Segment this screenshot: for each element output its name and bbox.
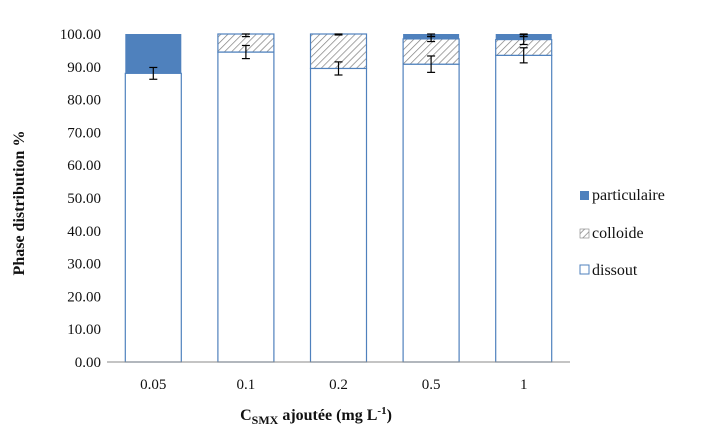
y-axis-ticks: 0.00 10.00 20.00 30.00 40.00 50.00 60.00 70.00 8… [60,27,101,371]
legend-label-colloide: colloide [592,225,644,242]
y-tick-label: 10.00 [67,322,101,338]
legend-label-particulaire: particulaire [592,187,665,204]
legend-swatch-colloide [579,228,590,239]
legend: particulaire colloide dissout [579,187,665,279]
bar-segment-dissout [309,67,368,363]
bar-segment-dissout [124,72,182,363]
y-tick-label: 60.00 [67,158,101,174]
legend-label-dissout: dissout [592,262,638,279]
legend-swatch-dissout [579,264,590,275]
x-tick-label: 0.1 [237,377,256,393]
y-tick-label: 40.00 [67,224,101,240]
bar-segment-particulaire [125,34,182,74]
x-tick-label: 0.2 [329,377,348,393]
y-tick-label: 80.00 [67,93,101,109]
x-tick-label: 0.05 [140,377,166,393]
x-axis-title-main: C [240,407,252,424]
legend-swatch-particulaire [580,191,589,200]
x-axis-title-rest: ajoutée (mg L [278,407,377,424]
y-axis-title: Phase distribution % [11,131,28,276]
x-tick-label: 0.5 [422,377,441,393]
x-axis-title-subscript: SMX [252,413,279,427]
y-tick-label: 90.00 [67,60,101,76]
bar-segment-dissout [217,51,275,363]
bars [124,33,553,363]
y-tick-label: 70.00 [67,125,101,141]
y-tick-label: 100.00 [60,27,101,43]
y-tick-label: 30.00 [67,257,101,273]
error-bars [149,33,528,80]
bar-segment-dissout [402,63,460,363]
x-axis-ticks: 0.05 0.1 0.2 0.5 1 [140,377,527,393]
x-tick-label: 1 [520,377,528,393]
x-axis-title-end: ) [387,407,392,424]
x-axis-title-superscript: -1 [377,405,386,417]
x-axis-title: CSMX ajoutée (mg L-1) [240,405,392,427]
y-tick-label: 0.00 [75,355,101,371]
y-tick-label: 50.00 [67,191,101,207]
y-tick-label: 20.00 [67,289,101,305]
bar-segment-dissout [495,54,553,363]
